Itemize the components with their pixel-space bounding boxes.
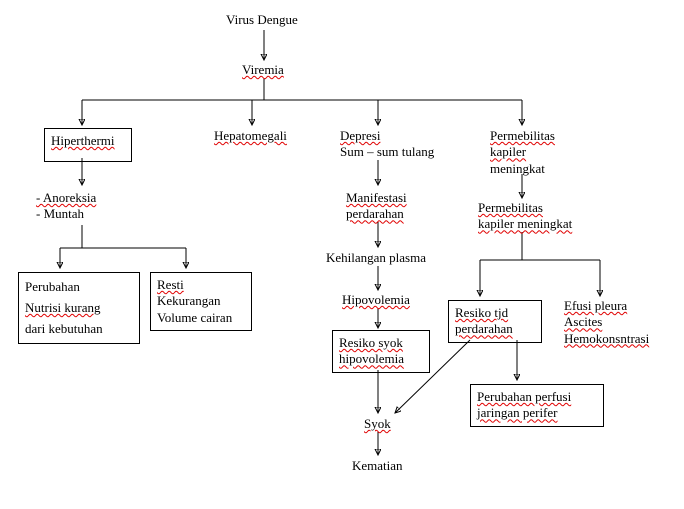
label-l2: Kekurangan [157,293,221,308]
node-kematian: Kematian [352,458,403,474]
node-hipovolemia: Hipovolemia [342,292,410,308]
node-permebilitas-2: Permebilitas kapiler meningkat [478,200,598,233]
label-l1: Permebilitas [478,200,543,215]
label-l2: kapiler [490,144,526,159]
label: Hepatomegali [214,128,287,143]
node-anoreksia-muntah: - Anoreksia - Muntah [36,190,146,223]
label-l3: dari kebutuhan [25,321,103,336]
label-l1: - Anoreksia [36,190,96,205]
node-resiko-perdarahan: Resiko tjd perdarahan [448,300,542,343]
label-l1: Resti [157,277,184,292]
label-l2: Ascites [564,314,602,329]
label-l2: perdarahan [346,206,404,221]
label-l1: Depresi [340,128,380,143]
node-viremia: Viremia [242,62,284,78]
label-l1: Resiko syok [339,335,403,350]
label-l1: Perubahan [25,279,80,294]
node-syok: Syok [364,416,391,432]
node-manifestasi: Manifestasi perdarahan [346,190,436,223]
node-depresi: Depresi Sum – sum tulang [340,128,450,161]
node-perubahan-perfusi: Perubahan perfusi jaringan perifer [470,384,604,427]
label-l1: Perubahan perfusi [477,389,571,404]
node-hiperthermi: Hiperthermi [44,128,132,162]
node-virus-dengue: Virus Dengue [226,12,298,28]
node-efusi: Efusi pleura Ascites Hemokonsntrasi [564,298,674,347]
label: Kehilangan plasma [326,250,426,265]
label-l2: hipovolemia [339,351,404,366]
label-l1: Permebilitas [490,128,555,143]
node-resiko-syok: Resiko syok hipovolemia [332,330,430,373]
label-l1: Efusi pleura [564,298,627,313]
label: Viremia [242,62,284,77]
label: Syok [364,416,391,431]
label: Hiperthermi [51,133,115,148]
node-permebilitas-1: Permebilitas kapiler meningkat [490,128,580,177]
label: Hipovolemia [342,292,410,307]
label-l3: Volume cairan [157,310,232,325]
label-l3: Hemokonsntrasi [564,331,649,346]
node-kehilangan-plasma: Kehilangan plasma [326,250,426,266]
node-hepatomegali: Hepatomegali [214,128,287,144]
label-l3: meningkat [490,161,545,176]
label-l2: jaringan perifer [477,405,557,420]
node-resti-kekurangan: Resti Kekurangan Volume cairan [150,272,252,331]
label-l2: perdarahan [455,321,513,336]
label-l1: Manifestasi [346,190,407,205]
label-l2: Sum – sum tulang [340,144,434,159]
label-l2: kapiler meningkat [478,216,572,231]
label-l2: Nutrisi kurang [25,300,100,315]
label-l1: Resiko tjd [455,305,508,320]
node-perubahan-nutrisi: Perubahan Nutrisi kurang dari kebutuhan [18,272,140,344]
label-l2: - Muntah [36,206,84,221]
label: Kematian [352,458,403,473]
